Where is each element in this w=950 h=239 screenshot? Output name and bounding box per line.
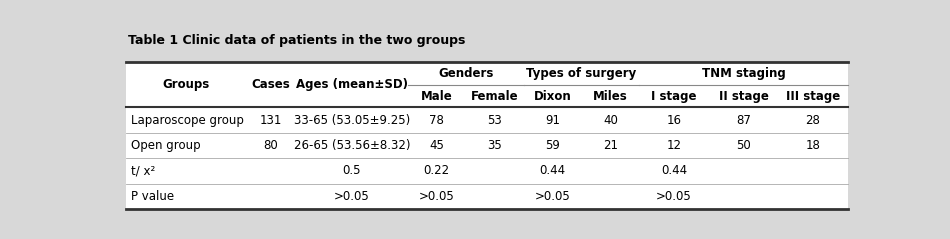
Text: TNM staging: TNM staging xyxy=(702,67,786,80)
Text: 33-65 (53.05±9.25): 33-65 (53.05±9.25) xyxy=(294,114,410,127)
Text: 80: 80 xyxy=(263,139,278,152)
Text: 16: 16 xyxy=(667,114,681,127)
Text: Laparoscope group: Laparoscope group xyxy=(130,114,243,127)
Text: 53: 53 xyxy=(487,114,502,127)
Text: 45: 45 xyxy=(429,139,445,152)
Text: 40: 40 xyxy=(603,114,618,127)
Text: Types of surgery: Types of surgery xyxy=(526,67,636,80)
Text: 0.44: 0.44 xyxy=(540,164,565,177)
Text: 91: 91 xyxy=(545,114,560,127)
Text: >0.05: >0.05 xyxy=(334,190,370,203)
Text: 35: 35 xyxy=(487,139,502,152)
Text: >0.05: >0.05 xyxy=(535,190,570,203)
Text: Table 1 Clinic data of patients in the two groups: Table 1 Clinic data of patients in the t… xyxy=(128,34,466,47)
Text: 0.5: 0.5 xyxy=(343,164,361,177)
Text: Female: Female xyxy=(471,90,519,103)
Text: t/ x²: t/ x² xyxy=(130,164,155,177)
Text: Cases: Cases xyxy=(252,78,290,91)
Text: Open group: Open group xyxy=(130,139,200,152)
Text: 131: 131 xyxy=(259,114,282,127)
Text: Ages (mean±SD): Ages (mean±SD) xyxy=(295,78,408,91)
Text: 12: 12 xyxy=(667,139,681,152)
Text: 59: 59 xyxy=(545,139,560,152)
Text: Male: Male xyxy=(421,90,452,103)
Text: 50: 50 xyxy=(736,139,750,152)
Text: I stage: I stage xyxy=(652,90,696,103)
Bar xyxy=(126,62,847,209)
Text: Groups: Groups xyxy=(162,78,210,91)
Text: P value: P value xyxy=(130,190,174,203)
Text: 0.44: 0.44 xyxy=(661,164,687,177)
Text: 78: 78 xyxy=(429,114,445,127)
Text: III stage: III stage xyxy=(786,90,840,103)
Text: >0.05: >0.05 xyxy=(419,190,455,203)
Text: Dixon: Dixon xyxy=(534,90,571,103)
Text: Genders: Genders xyxy=(438,67,493,80)
Text: 0.22: 0.22 xyxy=(424,164,449,177)
Text: >0.05: >0.05 xyxy=(656,190,692,203)
Text: 87: 87 xyxy=(736,114,750,127)
Text: 21: 21 xyxy=(603,139,618,152)
Text: Miles: Miles xyxy=(593,90,628,103)
Text: 28: 28 xyxy=(806,114,821,127)
Text: 18: 18 xyxy=(806,139,821,152)
Text: II stage: II stage xyxy=(718,90,769,103)
Text: 26-65 (53.56±8.32): 26-65 (53.56±8.32) xyxy=(294,139,410,152)
